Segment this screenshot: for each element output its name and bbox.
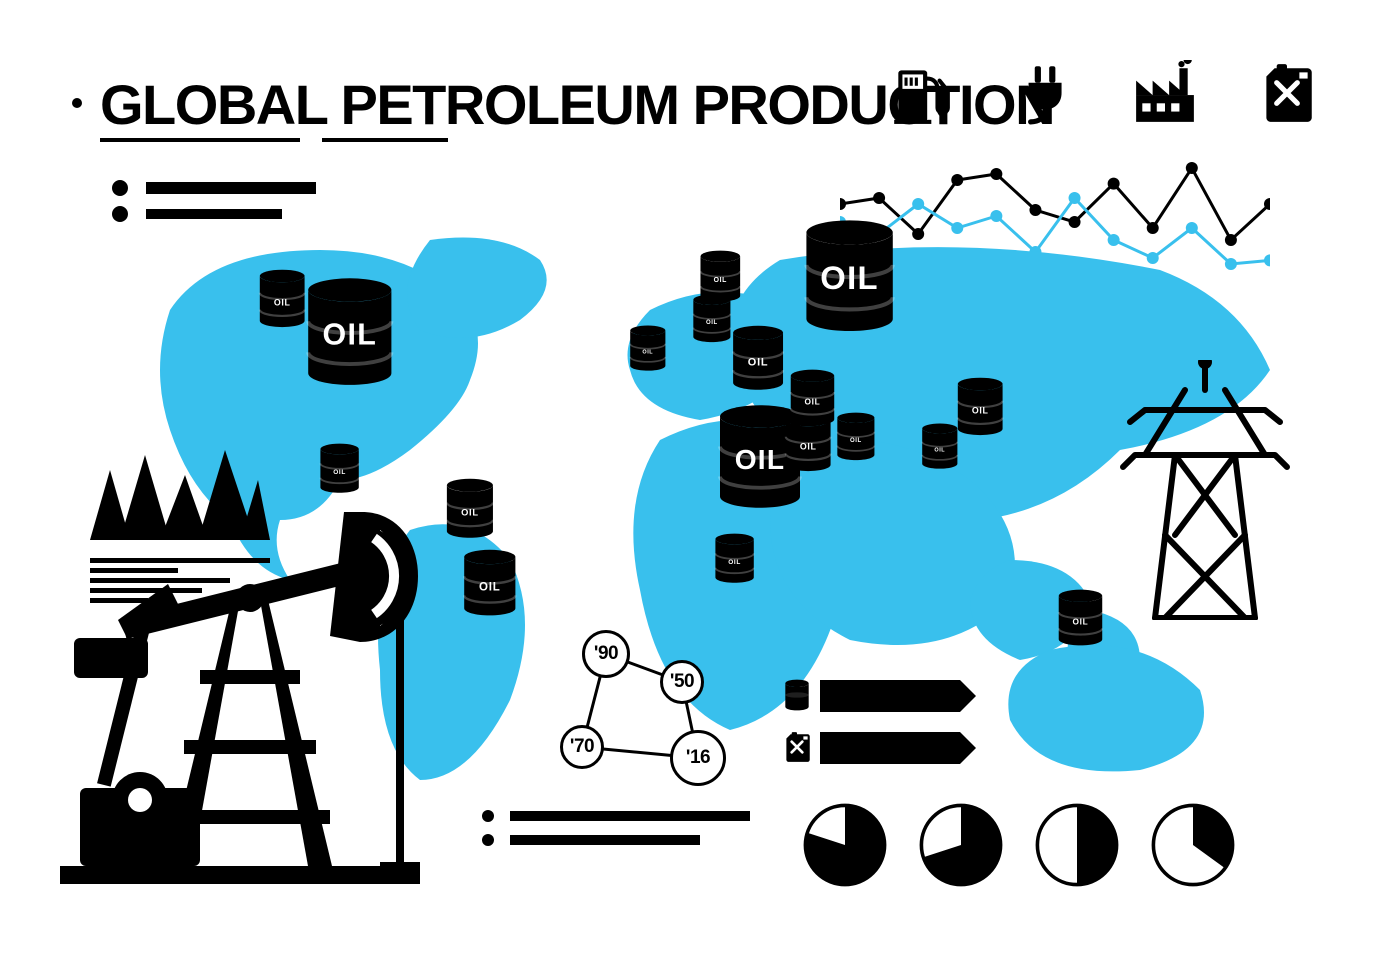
svg-text:OIL: OIL [274,297,291,307]
header-bullet-row [112,180,316,196]
svg-text:OIL: OIL [643,350,654,356]
oil-barrel-icon: OIL [461,549,519,626]
chart-marker [990,210,1002,222]
placeholder-bar [146,182,316,194]
jerrycan-icon [1254,60,1320,126]
year-bubble: '90 [582,630,630,678]
oil-barrel-icon: OIL [788,369,837,435]
bottom-bullets [482,810,750,858]
pie-chart [800,800,890,890]
svg-text:OIL: OIL [972,405,989,415]
gas-pump-icon [888,60,954,126]
chart-marker [873,192,885,204]
arrow-bar [820,732,960,764]
placeholder-bar [146,209,282,219]
year-bubble: '70 [560,725,604,769]
svg-text:OIL: OIL [804,397,820,407]
year-label: '90 [594,643,618,665]
bottom-bullet-row [482,810,750,822]
placeholder-bar [510,811,750,821]
pie-chart [1148,800,1238,890]
oil-barrel-icon: OIL [801,219,898,346]
svg-text:OIL: OIL [850,438,862,444]
pie-chart [916,800,1006,890]
factory-icon [1132,60,1198,126]
pie-row [800,800,1238,890]
oil-barrel-icon: OIL [955,377,1005,445]
bottom-bullet-row [482,834,750,846]
oil-barrel-icon: OIL [257,269,307,337]
title-underline [100,138,300,142]
infographic-stage: GLOBAL PETROLEUM PRODUCTION [0,0,1400,980]
placeholder-bar [510,835,700,845]
oil-barrel-icon: OIL [835,412,877,469]
year-bubble: '50 [660,660,704,704]
year-label: '50 [670,671,694,693]
year-label: '16 [686,747,710,769]
svg-text:OIL: OIL [748,356,769,368]
chart-marker [912,198,924,210]
oil-barrel-icon: OIL [730,325,786,400]
oil-barrel-icon: OIL [1056,589,1105,655]
oil-barrel-icon: OIL [628,325,668,380]
title-bullet-dot [72,98,82,108]
svg-text:OIL: OIL [461,507,479,517]
oil-barrel-icon: OIL [713,533,756,592]
pie-chart [1032,800,1122,890]
bullet-dot-icon [112,180,128,196]
icon-row [888,60,1320,126]
svg-text:OIL: OIL [713,277,726,284]
plug-icon [1010,60,1076,126]
year-cluster: '90 '50 '70 '16 [560,630,740,800]
chart-marker [1029,204,1041,216]
oil-barrel-icon: OIL [691,294,733,351]
barrel-icon [780,678,814,717]
pumpjack-icon [60,470,460,895]
svg-text:OIL: OIL [821,259,880,296]
year-bubble: '16 [670,730,726,786]
bullet-dot-icon [482,834,494,846]
svg-text:OIL: OIL [479,582,501,594]
year-label: '70 [570,736,594,758]
title-underline [322,138,448,142]
header-bullet-row [112,206,282,222]
svg-text:OIL: OIL [729,559,742,566]
chart-marker [1108,178,1120,190]
oil-barrel-icon: OIL [303,277,397,399]
bullet-dot-icon [482,810,494,822]
chart-marker [951,174,963,186]
chart-marker [1069,192,1081,204]
svg-text:OIL: OIL [323,317,378,351]
chart-marker [990,168,1002,180]
chart-marker [840,198,846,210]
svg-text:OIL: OIL [800,441,817,451]
jerrycan-icon [780,730,814,769]
chart-marker [1069,216,1081,228]
power-tower-icon [1120,360,1290,625]
arrow-bar [820,680,960,712]
svg-text:OIL: OIL [935,448,946,454]
svg-text:OIL: OIL [1072,617,1088,627]
svg-text:OIL: OIL [735,444,786,475]
svg-text:OIL: OIL [706,320,718,326]
chart-marker [1186,162,1198,174]
bullet-dot-icon [112,206,128,222]
